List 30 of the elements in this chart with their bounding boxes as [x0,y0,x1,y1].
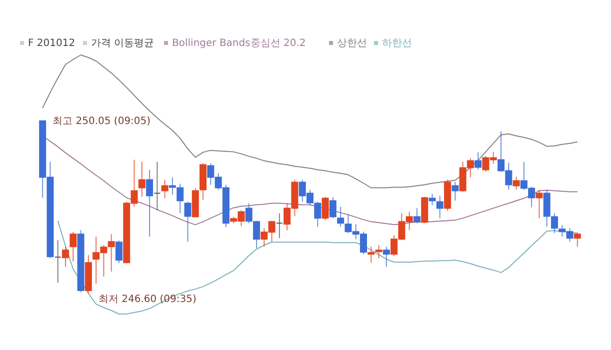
candlestick [146,169,154,238]
candlestick [154,161,161,211]
candlestick [428,193,436,206]
candlestick [115,240,122,264]
candlestick [70,232,77,262]
candlestick [54,240,62,284]
candlestick [368,246,375,264]
candlestick [382,246,390,268]
candlestick [574,232,581,248]
candlestick [536,189,543,219]
candlestick [337,206,344,228]
candlestick [413,208,420,224]
candlestick [184,201,192,242]
candlestick [474,152,482,170]
candlestick [436,195,444,219]
candlestick [512,176,520,190]
candlestick [322,196,329,221]
text: F 201012 [28,38,76,49]
candlestick [138,161,146,198]
candlestick [62,246,70,268]
annotation: 최고 250.05 (09:05) [52,116,151,127]
legend-label: 하한선 [382,38,412,49]
text: 가격 이동평균 [91,38,154,49]
candlestick [452,181,459,202]
legend-label: 상한선 [337,38,367,49]
candlestick [276,212,283,239]
candlestick [161,179,168,199]
candlestick [329,196,336,219]
legend-label: Bollinger Bands중심선 20.2 [172,38,306,49]
candlestick [375,244,382,259]
